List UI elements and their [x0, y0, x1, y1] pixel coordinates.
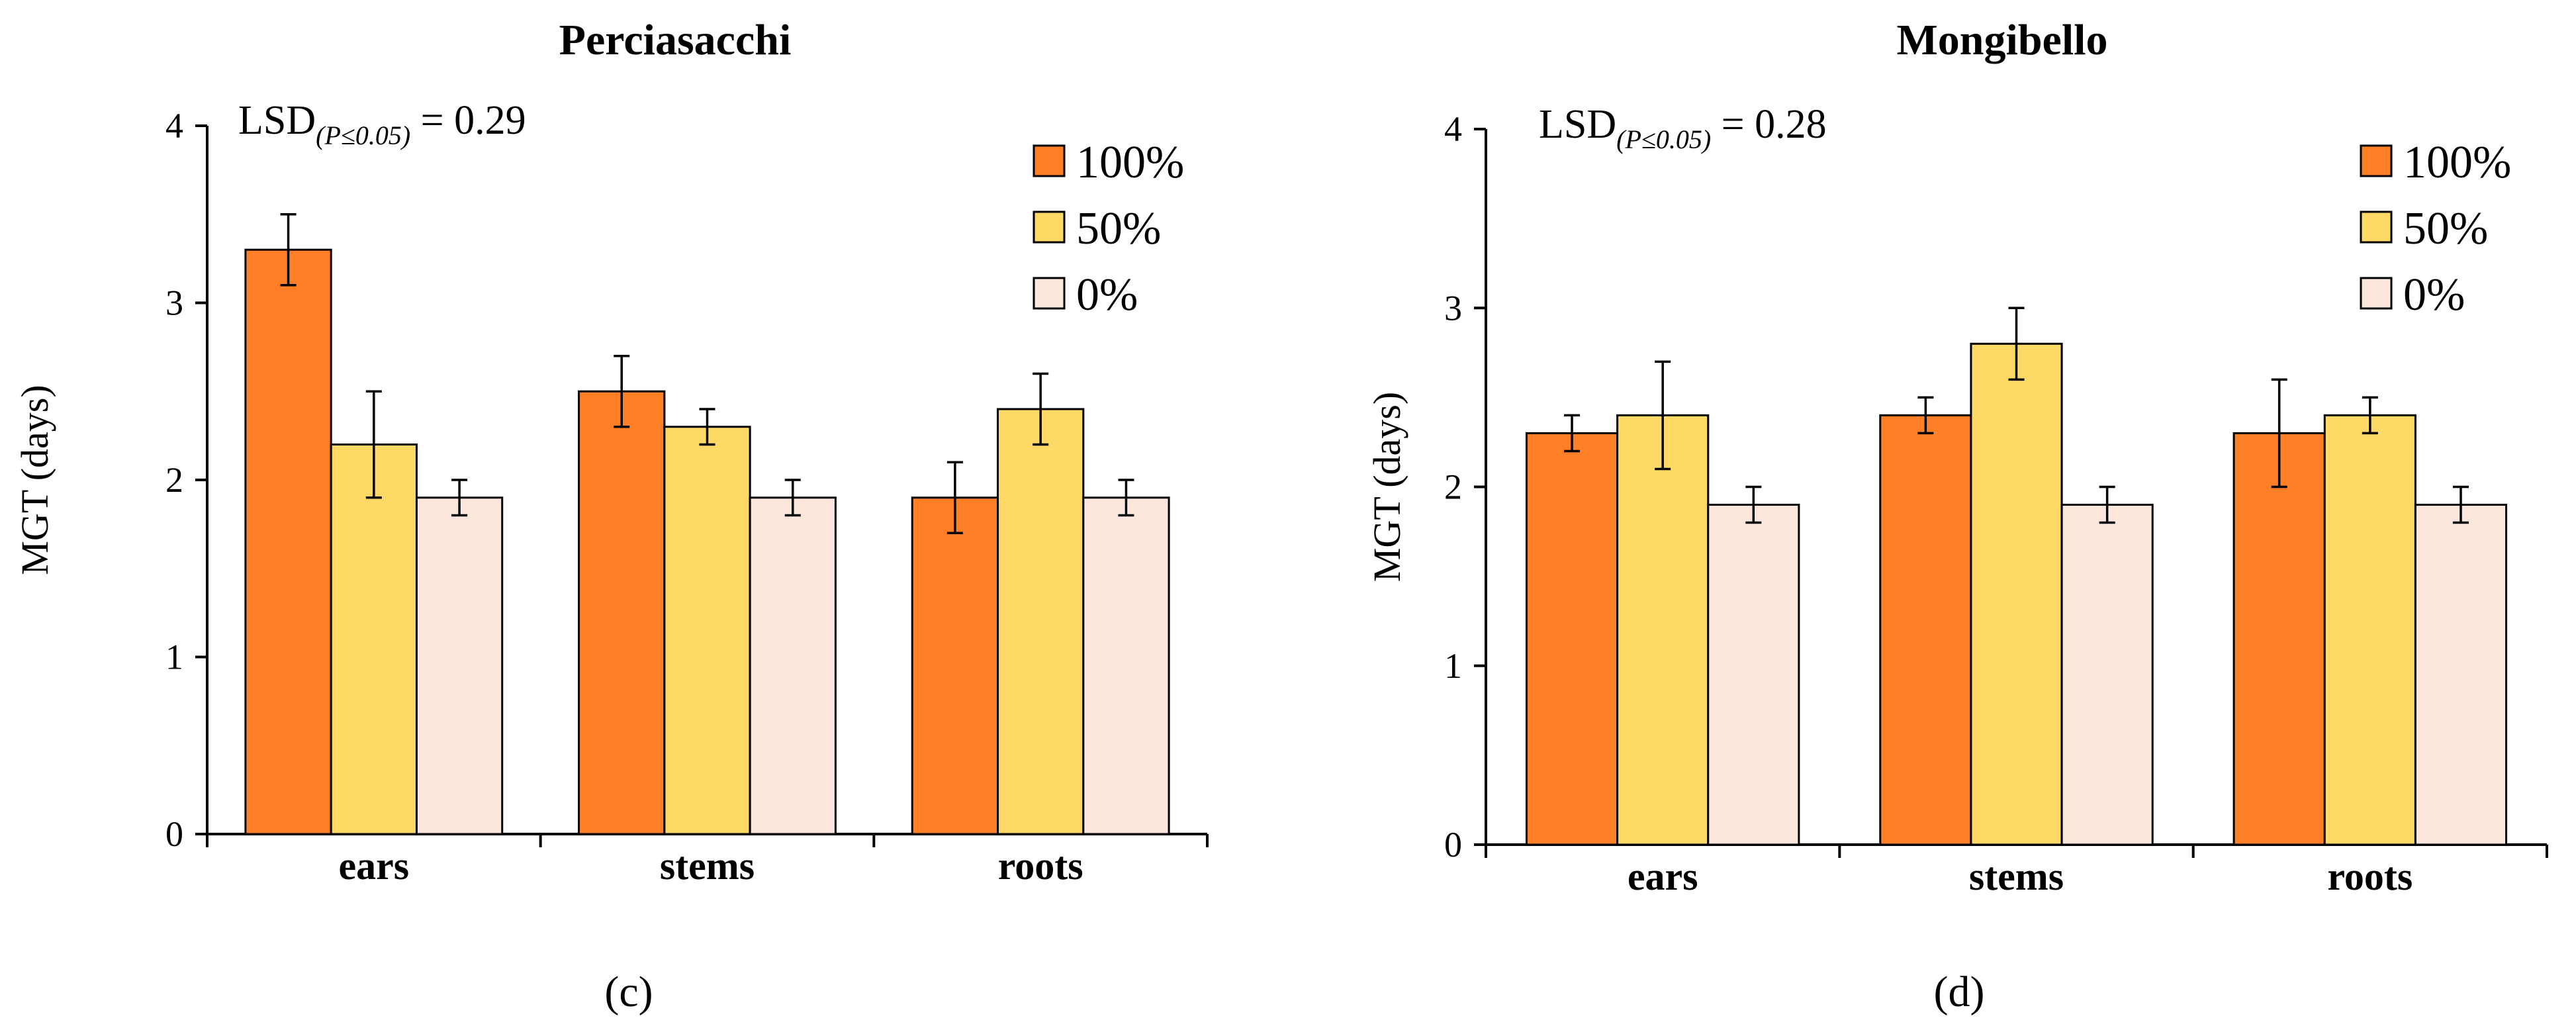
bar-roots-100pct [911, 496, 999, 835]
x-category-label: stems [1969, 855, 2064, 898]
bar-roots-50pct [997, 408, 1085, 835]
y-tick-label: 0 [1444, 825, 1462, 865]
legend-label: 0% [2403, 269, 2465, 320]
error-bar-roots-100pct [946, 461, 963, 534]
panel-label: (d) [1934, 968, 1985, 1016]
legend-swatch [1033, 211, 1066, 244]
bar-stems-100pct [578, 390, 666, 835]
bar-roots-0pct [2414, 504, 2508, 846]
bar-stems-100pct [1879, 414, 1972, 846]
y-tick-label: 2 [1444, 467, 1462, 507]
y-tick-label: 3 [1444, 288, 1462, 328]
bar-stems-50pct [663, 426, 751, 835]
error-bar-roots-50pct [2362, 396, 2378, 435]
y-tick-label: 4 [1444, 109, 1462, 149]
legend-swatch [1033, 144, 1066, 177]
y-tick-label: 1 [165, 637, 183, 677]
bar-ears-0pct [415, 496, 504, 835]
y-axis-label: MGT (days) [13, 385, 56, 575]
legend: 100% 50% 0% [1033, 137, 1184, 320]
error-bar-ears-0pct [1745, 485, 1762, 524]
bar-stems-0pct [749, 496, 837, 835]
error-bar-ears-0pct [451, 479, 468, 517]
bar-roots-0pct [1082, 496, 1170, 835]
error-bar-ears-50pct [365, 390, 382, 499]
x-category-label: roots [998, 844, 1083, 888]
bar-ears-100pct [244, 248, 332, 835]
error-bar-roots-100pct [2271, 378, 2287, 489]
error-bar-stems-50pct [699, 408, 715, 446]
y-tick-label: 2 [165, 460, 183, 500]
y-tick-label: 0 [165, 814, 183, 854]
y-tick-label: 3 [165, 283, 183, 323]
legend-swatch [2360, 144, 2393, 177]
bar-ears-0pct [1707, 504, 1800, 846]
legend-swatch [2360, 277, 2393, 310]
error-bar-roots-0pct [1118, 479, 1134, 517]
error-bar-stems-50pct [2008, 306, 2025, 381]
bar-stems-0pct [2060, 504, 2154, 846]
lsd-annotation: LSD(P≤0.05) = 0.29 [238, 98, 526, 150]
error-bar-ears-100pct [280, 213, 297, 287]
error-bar-roots-50pct [1033, 372, 1049, 446]
error-bar-roots-0pct [2452, 485, 2469, 524]
error-bar-stems-100pct [614, 355, 630, 428]
legend-label: 50% [1076, 203, 1161, 254]
bar-ears-50pct [330, 444, 418, 835]
error-bar-stems-0pct [784, 479, 801, 517]
error-bar-stems-100pct [1917, 396, 1934, 435]
error-bar-ears-100pct [1564, 414, 1581, 453]
error-bar-ears-50pct [1655, 360, 1671, 471]
legend-label: 0% [1076, 269, 1138, 320]
chart-d: Mongibello 0 1 2 3 4 MGT (days) ears stems roots L… [1365, 16, 2548, 1016]
x-category-label: roots [2327, 855, 2413, 898]
chart-title: Mongibello [1896, 16, 2107, 64]
legend-label: 100% [1076, 137, 1184, 188]
legend-label: 100% [2403, 137, 2511, 188]
chart-title: Perciasacchi [559, 16, 792, 64]
y-tick-label: 1 [1444, 646, 1462, 686]
bar-ears-50pct [1616, 414, 1710, 846]
x-category-label: ears [339, 844, 410, 888]
legend-swatch [1033, 277, 1066, 310]
bar-ears-100pct [1525, 432, 1619, 846]
legend-label: 50% [2403, 203, 2488, 254]
legend: 100% 50% 0% [2360, 137, 2511, 320]
bar-stems-50pct [1970, 342, 2063, 846]
lsd-annotation: LSD(P≤0.05) = 0.28 [1539, 102, 1827, 154]
x-category-label: stems [660, 844, 755, 888]
y-axis-label: MGT (days) [1365, 392, 1408, 582]
bar-roots-100pct [2232, 432, 2326, 846]
bar-roots-50pct [2323, 414, 2416, 846]
y-tick-label: 4 [165, 106, 183, 146]
error-bar-stems-0pct [2099, 485, 2115, 524]
panel-label: (c) [604, 968, 653, 1016]
legend-swatch [2360, 211, 2393, 244]
chart-c: Perciasacchi 0 1 2 3 4 MGT (days) ears stems root… [13, 16, 1209, 1016]
x-category-label: ears [1628, 855, 1698, 898]
